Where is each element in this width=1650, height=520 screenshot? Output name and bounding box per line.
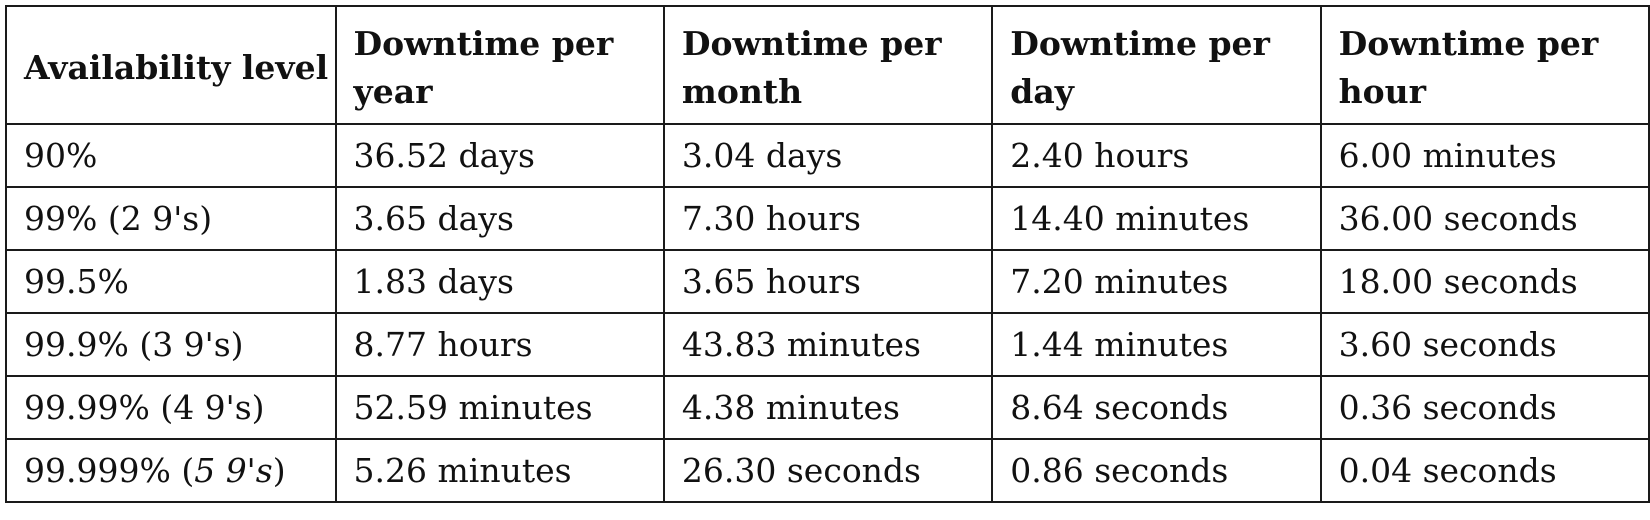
table-row: 99.99% (4 9's) 52.59 minutes 4.38 minute…: [5, 375, 1650, 440]
table-row: 99% (2 9's) 3.65 days 7.30 hours 14.40 m…: [5, 186, 1650, 251]
cell-per-day: 1.44 minutes: [991, 312, 1322, 377]
cell-per-year: 3.65 days: [334, 186, 665, 251]
table-header-row: Availability level Downtime per year Dow…: [5, 5, 1650, 125]
cell-availability: 99% (2 9's): [5, 186, 337, 251]
table-row: 99.9% (3 9's) 8.77 hours 43.83 minutes 1…: [5, 312, 1650, 377]
cell-availability: 99.999% (5 9's): [5, 438, 337, 503]
cell-per-hour: 6.00 minutes: [1319, 123, 1650, 188]
cell-per-year: 8.77 hours: [334, 312, 665, 377]
cell-per-month: 43.83 minutes: [662, 312, 994, 377]
cell-per-day: 8.64 seconds: [991, 375, 1322, 440]
cell-per-month: 26.30 seconds: [662, 438, 994, 503]
cell-per-day: 7.20 minutes: [991, 249, 1322, 314]
cell-availability: 99.99% (4 9's): [5, 375, 337, 440]
cell-availability-prefix: 99.999% (: [24, 450, 195, 490]
table-row: 99.5% 1.83 days 3.65 hours 7.20 minutes …: [5, 249, 1650, 314]
cell-per-month: 4.38 minutes: [662, 375, 994, 440]
header-downtime-per-year: Downtime per year: [334, 5, 665, 125]
cell-per-year: 1.83 days: [334, 249, 665, 314]
cell-availability-italic: 5 9's: [194, 450, 273, 490]
cell-per-day: 2.40 hours: [991, 123, 1322, 188]
table-row: 99.999% (5 9's) 5.26 minutes 26.30 secon…: [5, 438, 1650, 503]
cell-per-hour: 0.04 seconds: [1319, 438, 1650, 503]
availability-table: Availability level Downtime per year Dow…: [5, 5, 1650, 503]
cell-per-month: 3.65 hours: [662, 249, 994, 314]
table-row: 90% 36.52 days 3.04 days 2.40 hours 6.00…: [5, 123, 1650, 188]
header-downtime-per-month: Downtime per month: [662, 5, 994, 125]
cell-per-year: 5.26 minutes: [334, 438, 665, 503]
cell-availability: 90%: [5, 123, 337, 188]
cell-availability: 99.9% (3 9's): [5, 312, 337, 377]
cell-per-hour: 0.36 seconds: [1319, 375, 1650, 440]
header-downtime-per-day: Downtime per day: [991, 5, 1322, 125]
header-downtime-per-hour: Downtime per hour: [1319, 5, 1650, 125]
header-availability-level: Availability level: [5, 5, 337, 125]
availability-table-container: Availability level Downtime per year Dow…: [5, 5, 1650, 503]
cell-per-year: 36.52 days: [334, 123, 665, 188]
cell-per-month: 7.30 hours: [662, 186, 994, 251]
cell-per-day: 14.40 minutes: [991, 186, 1322, 251]
cell-per-hour: 18.00 seconds: [1319, 249, 1650, 314]
cell-availability: 99.5%: [5, 249, 337, 314]
cell-per-hour: 36.00 seconds: [1319, 186, 1650, 251]
cell-per-day: 0.86 seconds: [991, 438, 1322, 503]
cell-per-hour: 3.60 seconds: [1319, 312, 1650, 377]
cell-per-year: 52.59 minutes: [334, 375, 665, 440]
cell-availability-suffix: ): [272, 450, 286, 490]
cell-per-month: 3.04 days: [662, 123, 994, 188]
